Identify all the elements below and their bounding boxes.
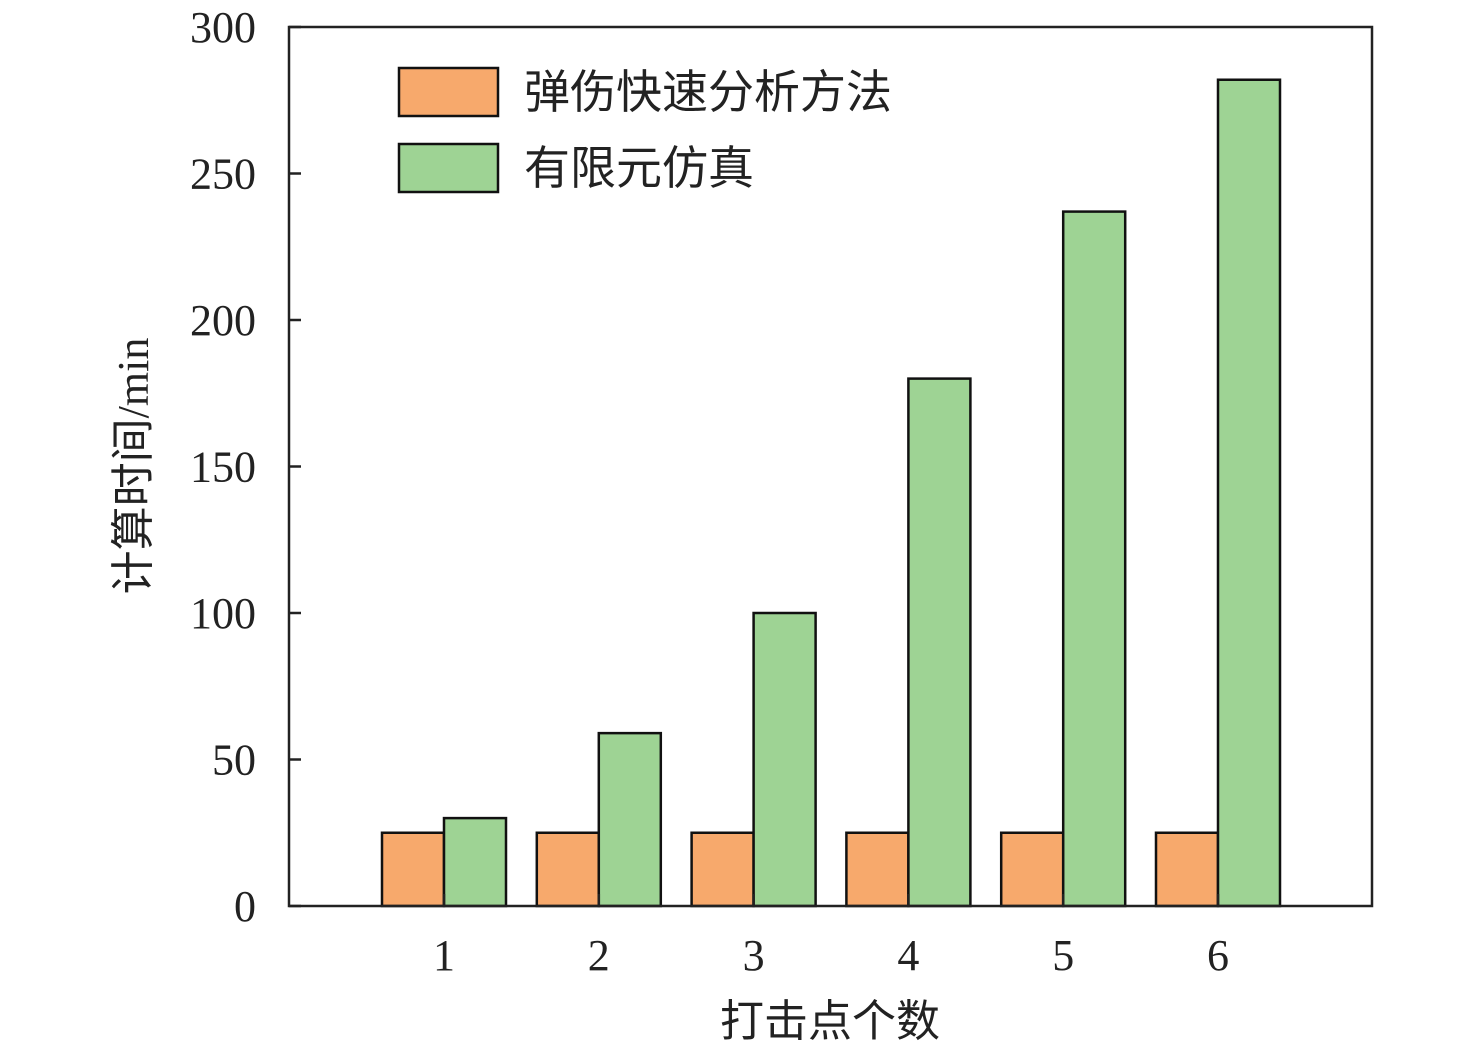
y-axis-label: 计算时间/min [109, 338, 158, 595]
bar-fem-1 [442, 816, 508, 908]
x-tick-label: 3 [743, 931, 765, 980]
bars-layer [380, 78, 1282, 908]
x-axis-label: 打击点个数 [720, 997, 940, 1046]
bar-fast-method-3 [690, 831, 755, 908]
x-tick-label: 6 [1207, 931, 1229, 980]
bar-fast-method-5 [999, 831, 1065, 908]
x-axis: 1 2 3 4 5 6 [433, 894, 1229, 980]
y-axis: 0 50 100 150 200 250 300 [190, 3, 301, 931]
x-tick-label: 2 [588, 931, 610, 980]
legend-label: 有限元仿真 [524, 143, 754, 194]
bar-fem-4 [907, 377, 972, 908]
y-tick-label: 200 [190, 296, 256, 345]
legend-swatch [397, 66, 500, 118]
bar-fem-5 [1061, 210, 1127, 908]
y-tick-label: 100 [190, 589, 256, 638]
legend-label: 弹伤快速分析方法 [524, 67, 892, 118]
legend-swatch [397, 142, 500, 194]
y-tick-label: 300 [190, 3, 256, 52]
y-tick-label: 50 [212, 736, 256, 785]
x-tick-label: 1 [433, 931, 455, 980]
bar-fast-method-4 [845, 831, 910, 908]
y-tick-label: 150 [190, 443, 256, 492]
bar-fem-6 [1216, 78, 1282, 908]
x-tick-label: 4 [897, 931, 919, 980]
bar-fast-method-1 [380, 831, 446, 908]
bar-fast-method-6 [1154, 831, 1220, 908]
y-tick-label: 250 [190, 150, 256, 199]
x-tick-label: 5 [1052, 931, 1074, 980]
bar-fem-3 [752, 611, 817, 908]
bar-fem-2 [597, 731, 663, 908]
y-tick-label: 0 [234, 882, 256, 931]
bar-fast-method-2 [535, 831, 601, 908]
